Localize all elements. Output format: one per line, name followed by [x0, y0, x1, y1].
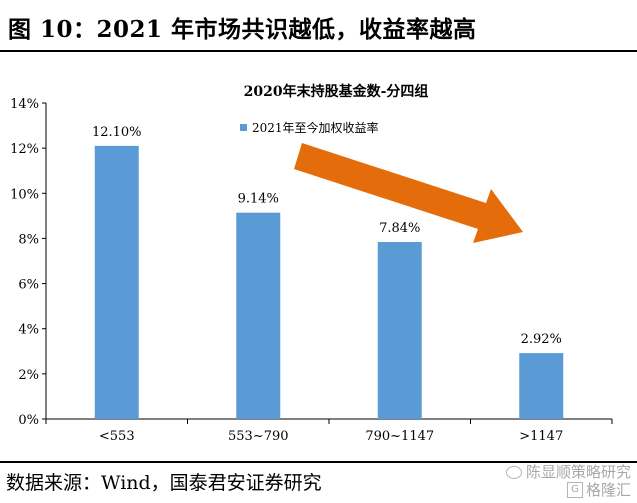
bar-value-label: 12.10% — [92, 125, 142, 140]
legend-label: 2021年至今加权收益率 — [252, 120, 379, 135]
watermark: 陈显顺策略研究 G 格隆汇 — [505, 463, 631, 499]
watermark-account: 陈显顺策略研究 — [525, 463, 631, 481]
y-axis-ticks: 0% 2% 4% 6% 8% 10% 12% 14% — [10, 97, 46, 428]
figure-title: 图 10：2021 年市场共识越低，收益率越高 — [8, 16, 477, 43]
watermark-brand: 格隆汇 — [585, 481, 631, 499]
y-tick-label: 6% — [18, 278, 39, 293]
bar — [519, 353, 564, 419]
y-tick-label: 14% — [10, 97, 39, 112]
y-tick-label: 2% — [18, 368, 39, 383]
x-axis-ticks: <553 553~790 790~1147 >1147 — [45, 419, 613, 444]
y-tick-label: 4% — [18, 323, 39, 338]
title-divider — [0, 50, 637, 52]
bar — [236, 212, 281, 419]
bar-value-label: 9.14% — [238, 192, 279, 207]
x-tick-label: <553 — [99, 429, 135, 444]
bar-value-label: 2.92% — [521, 332, 562, 347]
footer-divider — [0, 461, 637, 463]
x-tick-label: >1147 — [519, 429, 563, 444]
gelonghui-logo-icon: G — [566, 482, 583, 498]
chart-title: 2020年末持股基金数-分四组 — [244, 83, 429, 100]
bars — [94, 145, 564, 419]
wechat-icon — [505, 465, 522, 479]
x-tick-label: 553~790 — [228, 429, 289, 444]
bar — [94, 145, 139, 419]
y-tick-label: 0% — [18, 413, 39, 428]
y-tick-label: 12% — [10, 142, 39, 157]
source-note: 数据来源：Wind，国泰君安证券研究 — [6, 472, 322, 494]
x-tick-label: 790~1147 — [365, 429, 434, 444]
bar-value-label: 7.84% — [379, 221, 420, 236]
y-tick-label: 8% — [18, 232, 39, 247]
legend: 2021年至今加权收益率 — [240, 120, 379, 135]
y-tick-label: 10% — [10, 187, 39, 202]
legend-swatch — [240, 124, 247, 131]
data-labels: 12.10% 9.14% 7.84% 2.92% — [92, 125, 562, 347]
trend-arrow — [294, 143, 523, 243]
bar — [377, 242, 422, 419]
